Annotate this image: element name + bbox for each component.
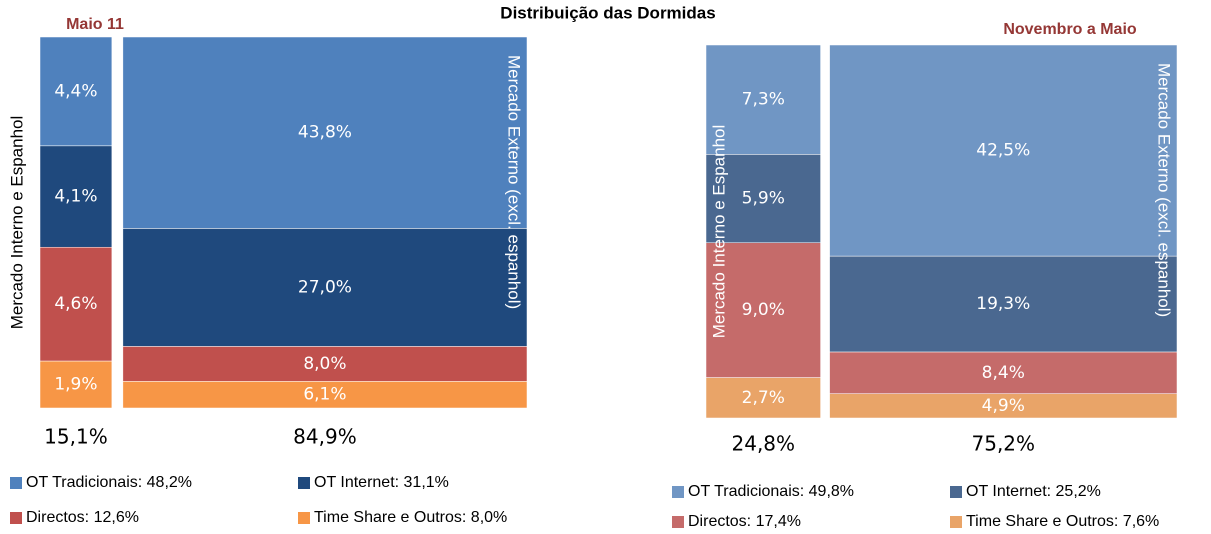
segment <box>829 393 1178 419</box>
segment <box>829 44 1178 257</box>
chart-title: Novembro a Maio <box>1003 21 1137 38</box>
segment <box>39 36 113 147</box>
segment-label: 8,4% <box>982 363 1025 383</box>
segment-label: 8,0% <box>303 354 346 374</box>
segment-label: 19,3% <box>976 294 1030 314</box>
column-width-label: 15,1% <box>44 425 108 449</box>
segment-label: 4,4% <box>54 81 97 101</box>
legend-swatch <box>10 477 22 489</box>
segment-label: 9,0% <box>742 300 785 320</box>
segment-label: 6,1% <box>303 385 346 405</box>
segment-label: 4,1% <box>54 187 97 207</box>
legend-label: OT Internet: 25,2% <box>966 483 1101 500</box>
legend-swatch <box>10 512 22 524</box>
segment <box>39 360 113 409</box>
segment-label: 42,5% <box>976 141 1030 161</box>
legend-label: Directos: 12,6% <box>26 509 139 526</box>
segment-label: 1,9% <box>54 375 97 395</box>
segment-label: 5,9% <box>742 189 785 209</box>
segment-label: 43,8% <box>298 123 352 143</box>
segment-label: 4,9% <box>982 396 1025 416</box>
segment <box>122 346 528 382</box>
column-name: Mercado Externo (excl. espanhol) <box>1155 63 1174 317</box>
legend-swatch <box>298 477 310 489</box>
legend-label: Time Share e Outros: 7,6% <box>966 513 1159 530</box>
legend-label: Directos: 17,4% <box>688 513 801 530</box>
chart-title: Maio 11 <box>66 16 124 33</box>
legend-swatch <box>298 512 310 524</box>
segment <box>705 154 821 243</box>
page-title: Distribuição das Dormidas <box>500 3 715 22</box>
legend-swatch <box>672 516 684 528</box>
column-width-label: 24,8% <box>732 432 796 456</box>
legend-label: Time Share e Outros: 8,0% <box>314 509 507 526</box>
column-name: Mercado Interno e Espanhol <box>709 125 728 339</box>
legend-label: OT Internet: 31,1% <box>314 474 449 491</box>
legend-swatch <box>672 486 684 498</box>
segment-label: 7,3% <box>742 90 785 110</box>
legend-swatch <box>950 516 962 528</box>
segment-label: 27,0% <box>298 277 352 297</box>
segment-label: 2,7% <box>742 388 785 408</box>
legend-label: OT Tradicionais: 49,8% <box>688 483 854 500</box>
segment <box>39 246 113 362</box>
segment <box>122 36 528 229</box>
segment <box>122 381 528 409</box>
segment <box>829 255 1178 353</box>
legend-swatch <box>950 486 962 498</box>
segment-label: 4,6% <box>54 294 97 314</box>
segment <box>122 228 528 347</box>
segment <box>705 242 821 378</box>
column-width-label: 75,2% <box>972 432 1036 456</box>
segment <box>705 44 821 155</box>
segment <box>705 377 821 419</box>
column-width-label: 84,9% <box>293 425 357 449</box>
column-name: Mercado Interno e Espanhol <box>7 116 26 330</box>
legend-label: OT Tradicionais: 48,2% <box>26 474 192 491</box>
column-name: Mercado Externo (excl. espanhol) <box>505 55 524 309</box>
